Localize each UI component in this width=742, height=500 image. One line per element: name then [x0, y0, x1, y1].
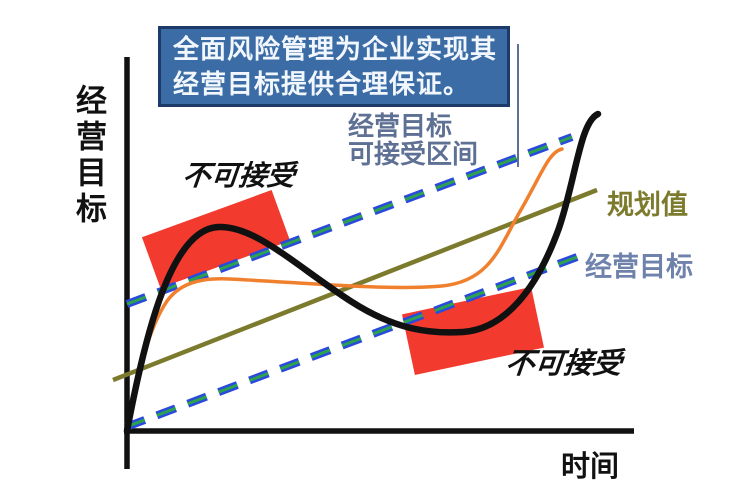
- unacceptable-label-top: 不可接受: [181, 160, 297, 191]
- risk-note-line-1: 全面风险管理为企业实现其: [173, 34, 498, 64]
- business-target-label: 经营目标: [585, 252, 693, 282]
- lower-band-dash-inner: [125, 255, 578, 429]
- unacceptable-label-bottom: 不可接受: [504, 348, 624, 380]
- acceptable-band-label-line-1: 经营目标: [348, 111, 453, 141]
- upper-band-dashed-line: [125, 133, 574, 308]
- risk-note-box: 全面风险管理为企业实现其 经营目标提供合理保证。: [158, 26, 510, 107]
- x-axis-label: 时间: [561, 451, 620, 483]
- y-axis-label: 经营目标: [71, 84, 106, 228]
- unacceptable-region-top: [141, 190, 291, 288]
- risk-note-line-2: 经营目标提供合理保证。: [173, 69, 471, 99]
- upper-band-dash-inner: [126, 135, 573, 306]
- forecast-curve: [124, 147, 564, 431]
- planned-value-label: 规划值: [607, 190, 688, 220]
- lower-band-dashed-line: [124, 253, 579, 431]
- actual-curve: [123, 110, 602, 435]
- acceptable-band-label-line-2: 可接受区间: [348, 139, 479, 169]
- acceptable-band-label: 经营目标 可接受区间: [348, 112, 478, 168]
